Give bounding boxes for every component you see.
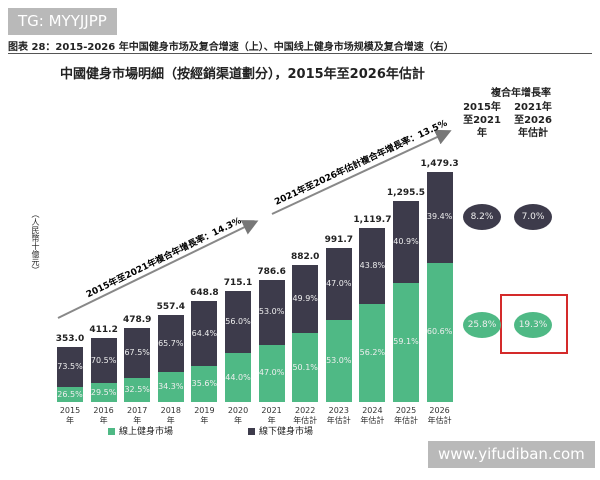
bar-segment <box>57 347 83 388</box>
cagr-title: 複合年增長率 <box>491 88 551 99</box>
x-tick-label: 2022年估計 <box>293 406 318 425</box>
bar-segment <box>124 377 151 402</box>
divider <box>8 53 592 54</box>
segment-label: 40.9% <box>393 236 419 246</box>
segment-label: 29.5% <box>90 387 117 397</box>
x-tick-label: 2025年估計 <box>394 406 418 425</box>
segment-label: 43.8% <box>359 261 386 271</box>
cagr-bubble: 19.3% <box>514 312 552 338</box>
x-tick-label: 2016年 <box>93 406 114 425</box>
total-label: 557.4 <box>156 302 186 313</box>
total-label: 1,119.7 <box>353 214 392 225</box>
x-tick-label: 2017年 <box>127 406 148 425</box>
bar-segment <box>325 247 352 321</box>
bar-segment <box>258 344 285 402</box>
cagr-bubble: 25.8% <box>463 312 501 338</box>
segment-label: 49.9% <box>292 294 318 304</box>
bar-segment <box>124 327 151 378</box>
cagr-bubble: 8.2% <box>463 204 501 230</box>
x-tick-label: 2021年 <box>261 406 282 425</box>
highlight-box <box>500 294 568 354</box>
bar-segment <box>191 366 218 402</box>
legend-swatch <box>108 428 115 435</box>
bar-segment <box>191 301 218 367</box>
total-label: 648.8 <box>190 288 219 299</box>
segment-label: 32.5% <box>124 384 150 394</box>
total-label: 786.6 <box>257 266 286 277</box>
segment-label: 65.7% <box>158 338 184 348</box>
x-tick-label: 2026年估計 <box>427 406 452 425</box>
cagr-arrow <box>57 220 259 319</box>
bar-segment <box>225 353 251 402</box>
total-label: 715.1 <box>223 277 253 288</box>
watermark: www.yifudiban.com <box>428 441 595 468</box>
segment-label: 47.0% <box>326 279 352 289</box>
segment-label: 50.1% <box>292 362 318 372</box>
bar-segment <box>426 172 453 263</box>
chart-title: 中國健身市場明細（按經銷渠道劃分），2015年至2026年估計 <box>60 67 425 82</box>
segment-label: 39.4% <box>426 212 453 222</box>
segment-label: 73.5% <box>57 362 83 372</box>
segment-label: 47.0% <box>258 368 285 378</box>
segment-label: 56.0% <box>225 316 251 326</box>
segment-label: 34.3% <box>158 382 184 392</box>
legend-label: 線上健身市場 <box>119 427 174 437</box>
cagr-bubble: 7.0% <box>514 204 552 230</box>
bar-segment <box>57 387 83 402</box>
legend-label: 線下健身市場 <box>259 427 314 437</box>
bar-segment <box>325 320 352 402</box>
bar-segment <box>426 262 453 402</box>
segment-label: 70.5% <box>90 355 117 365</box>
bar-segment <box>90 383 117 402</box>
x-tick-label: 2024年估計 <box>360 406 385 425</box>
segment-label: 44.0% <box>225 372 251 382</box>
segment-label: 56.2% <box>359 348 386 358</box>
segment-label: 60.6% <box>426 327 453 337</box>
caption: 图表 28：2015-2026 年中国健身市场及复合增速（上）、中国线上健身市场… <box>8 42 454 53</box>
segment-label: 64.4% <box>191 328 218 338</box>
bar-segment <box>393 282 419 402</box>
segment-label: 67.5% <box>124 347 150 357</box>
total-label: 478.9 <box>122 314 152 325</box>
bar-segment <box>359 227 386 305</box>
x-tick-label: 2020年 <box>227 406 249 425</box>
total-label: 353.0 <box>55 334 85 345</box>
total-label: 882.0 <box>290 251 320 262</box>
segment-label: 53.0% <box>258 307 285 317</box>
segment-label: 59.1% <box>393 337 419 347</box>
bar-segment <box>90 338 117 384</box>
bar-segment <box>157 372 184 402</box>
bar-segment <box>359 304 386 402</box>
legend-swatch <box>248 428 255 435</box>
bar-segment <box>225 290 251 354</box>
y-axis-label: （人民幣十億元） <box>31 210 40 274</box>
bar-segment <box>258 279 285 345</box>
x-tick-label: 2015年 <box>59 406 81 425</box>
x-tick-label: 2019年 <box>194 406 215 425</box>
segment-label: 26.5% <box>57 389 83 399</box>
x-tick-label: 2023年估計 <box>326 406 351 425</box>
bar-segment <box>292 264 319 334</box>
segment-label: 35.6% <box>191 379 218 389</box>
total-label: 1,479.3 <box>420 159 459 169</box>
segment-label: 53.0% <box>326 356 352 366</box>
bar-segment <box>393 200 419 283</box>
x-tick-label: 2018年 <box>160 406 181 425</box>
total-label: 991.7 <box>324 234 354 245</box>
cagr-column-header: 2021年至2026年估計 <box>514 102 552 139</box>
bar-segment <box>157 315 184 373</box>
cagr-arrow <box>271 129 452 215</box>
total-label: 1,295.5 <box>386 187 426 198</box>
bar-segment <box>292 333 319 402</box>
watermark: TG: MYYJJPP <box>8 8 117 35</box>
total-label: 411.2 <box>89 325 118 336</box>
cagr-column-header: 2015年至2021年 <box>463 102 501 139</box>
